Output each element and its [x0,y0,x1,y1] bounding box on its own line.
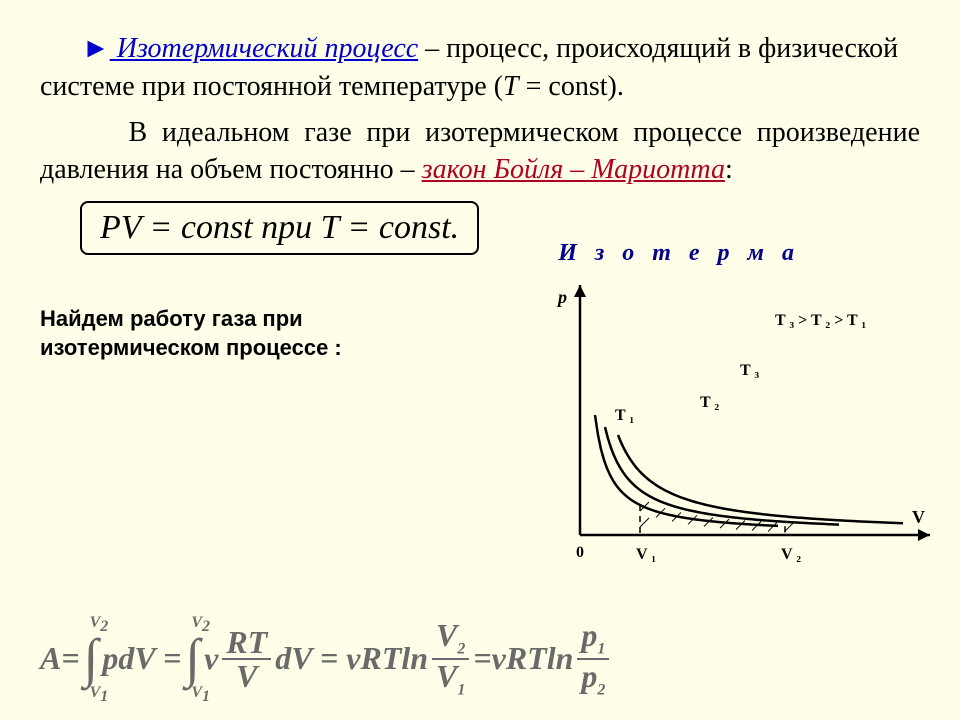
frac-num-V2: V2 [432,619,469,659]
work-intro-text: Найдем работу газа при изотермическом пр… [40,305,460,362]
svg-text:V ₁: V ₁ [636,546,656,563]
svg-text:V ₂: V ₂ [781,546,801,563]
law-colon: : [725,154,733,185]
frac-RT-V: RT V [222,626,271,692]
chart-title-isotherm: И з о т е р м а [558,240,800,267]
eq-nu1: ν [204,640,218,677]
svg-text:T ₃: T ₃ [740,362,759,379]
chart-svg: V ₁ V ₂ p V 0 T ₃ > T ₂ > T ₁ T ₁ T ₂ T ₃ [540,275,940,575]
isotherm-chart: V ₁ V ₂ p V 0 T ₃ > T ₂ > T ₁ T ₁ T ₂ T ₃ [540,275,940,575]
frac-num-p1: p1 [577,619,609,659]
int2-lower: V1 [191,686,210,705]
eq-seg3: =νRTln [473,640,573,677]
frac-V2-V1: V2 V1 [432,619,469,698]
int1-lower: V1 [90,686,109,705]
boyle-mariotte-law: закон Бойля – Мариотта [422,154,725,185]
int2-upper: V2 [191,616,210,635]
svg-text:T ₃ > T ₂ > T ₁: T ₃ > T ₂ > T ₁ [775,312,866,329]
frac-p1-p2: p1 p2 [577,619,609,698]
definition-paragraph: ► Изотермический процесс – процесс, прои… [40,30,920,106]
eq-seg2: dV = νRTln [275,640,428,677]
frac-den-V1: V1 [432,660,469,698]
eq-seg1: pdV = [102,640,181,677]
slide: ► Изотермический процесс – процесс, прои… [0,0,960,720]
law-paragraph: В идеальном газе при изотермическом проц… [40,114,920,190]
svg-text:V: V [912,507,925,527]
svg-text:T ₁: T ₁ [615,407,634,424]
def-text-2: = const). [519,71,624,102]
integral-1-icon: ∫ V2 V1 [84,634,99,683]
term-isothermal: Изотермический процесс [110,33,418,64]
svg-text:0: 0 [576,544,584,561]
work-line-1: Найдем работу газа при [40,306,303,331]
arrow-icon: ► [82,33,110,64]
work-integral-equation: A= ∫ V2 V1 pdV = ∫ V2 V1 ν RT V dV = νRT… [40,619,613,698]
svg-text:p: p [556,287,567,307]
work-line-2: изотермическом процессе : [40,335,342,360]
frac-num-RT: RT [222,626,271,660]
integral-2-icon: ∫ V2 V1 [185,634,200,683]
int1-upper: V2 [90,616,109,635]
frac-den-p2: p2 [577,660,609,698]
T-italic: T [503,71,519,102]
frac-den-V: V [232,660,261,692]
formula-box-pv-const: PV = const при T = const. [80,201,479,255]
eq-A: A= [40,640,80,677]
svg-text:T ₂: T ₂ [700,394,719,411]
